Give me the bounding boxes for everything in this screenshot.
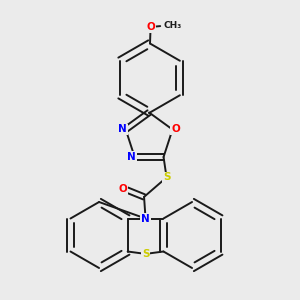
Text: O: O xyxy=(171,124,180,134)
Text: S: S xyxy=(142,249,149,259)
Text: O: O xyxy=(119,184,128,194)
Text: N: N xyxy=(127,152,136,162)
Text: S: S xyxy=(163,172,170,182)
Text: N: N xyxy=(118,124,127,134)
Text: O: O xyxy=(146,22,155,32)
Text: N: N xyxy=(141,214,150,224)
Text: CH₃: CH₃ xyxy=(163,21,182,30)
